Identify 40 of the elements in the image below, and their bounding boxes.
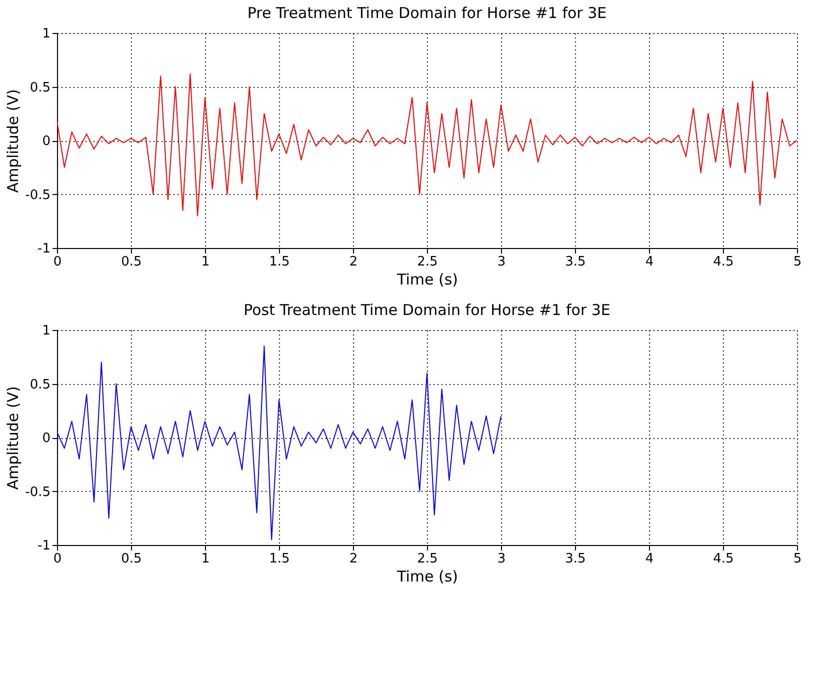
x-tick-label: 3.5: [565, 254, 586, 270]
y-tick-label: -0.5: [25, 484, 50, 500]
x-tick-label: 5: [793, 552, 802, 566]
x-tick-label: 4: [645, 552, 654, 566]
x-tick-label: 2.5: [417, 254, 438, 270]
x-tick-label: 0.5: [121, 552, 142, 566]
x-tick-label: 3.5: [565, 552, 586, 566]
x-tick-label: 0: [53, 552, 62, 566]
y-tick-label: 1: [42, 324, 50, 338]
y-axis-title: Amplitude (V): [4, 386, 22, 490]
x-axis-title: Time (s): [396, 270, 458, 288]
x-axis-title: Time (s): [396, 568, 458, 586]
x-tick-label: 1: [201, 552, 210, 566]
y-tick-label: 0.5: [30, 377, 50, 392]
y-tick-label: 1: [42, 26, 50, 42]
x-tick-label: 0: [53, 254, 62, 270]
y-tick-label: 0: [42, 134, 50, 149]
y-tick-label: -0.5: [25, 188, 50, 203]
x-tick-label: 3: [497, 552, 506, 566]
x-tick-label: 3: [497, 254, 506, 270]
x-tick-label: 1: [201, 254, 210, 270]
x-tick-label: 2: [349, 254, 358, 270]
y-tick-label: 0.5: [30, 80, 50, 96]
x-tick-label: 0.5: [121, 254, 142, 270]
x-tick-label: 2.5: [417, 552, 438, 566]
x-tick-label: 5: [793, 254, 802, 270]
x-tick-label: 4.5: [713, 552, 734, 566]
y-tick-label: 0: [42, 431, 50, 446]
x-tick-label: 1.5: [269, 254, 290, 270]
x-tick-label: 4: [645, 254, 654, 270]
y-axis-title: Amplitude (V): [4, 89, 22, 193]
chart-title: Pre Treatment Time Domain for Horse #1 for 3E: [247, 4, 607, 22]
chart-title: Post Treatment Time Domain for Horse #1 for 3E: [244, 301, 610, 319]
line-series: [57, 73, 797, 216]
y-tick-label: -1: [38, 242, 50, 256]
x-tick-label: 1.5: [269, 552, 290, 566]
y-tick-label: -1: [38, 538, 50, 554]
x-tick-label: 2: [349, 552, 358, 566]
x-tick-label: 4.5: [713, 254, 734, 270]
line-series: [57, 346, 502, 540]
